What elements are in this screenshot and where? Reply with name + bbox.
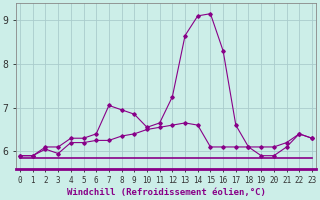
X-axis label: Windchill (Refroidissement éolien,°C): Windchill (Refroidissement éolien,°C) bbox=[67, 188, 266, 197]
